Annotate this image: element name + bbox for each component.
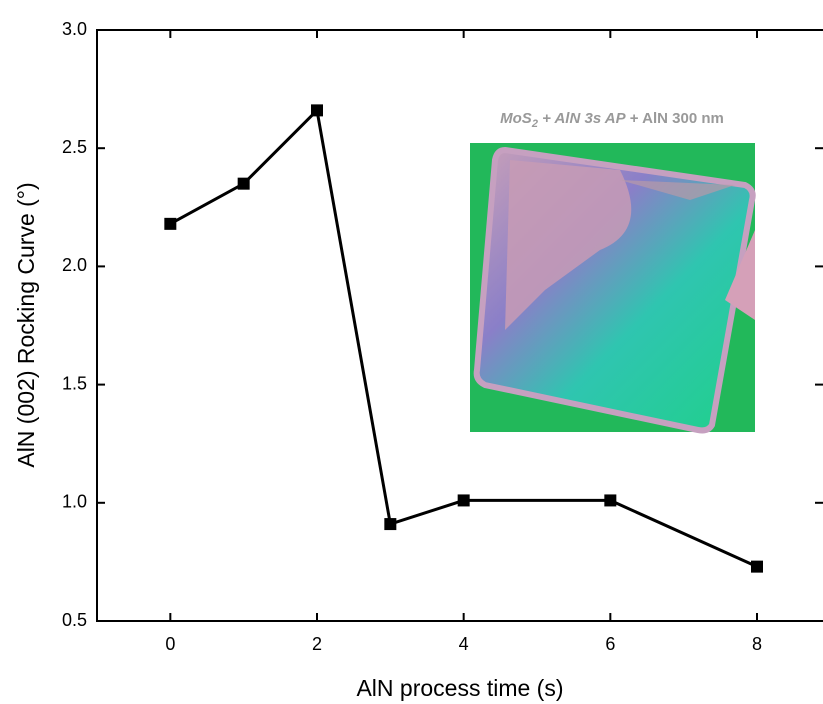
y-tick-label: 2.5 bbox=[62, 137, 87, 157]
data-point bbox=[237, 177, 250, 190]
inset-title: MoS2 + AlN 3s AP + AlN 300 nm bbox=[500, 110, 724, 130]
x-axis-label: AlN process time (s) bbox=[356, 675, 563, 701]
data-point bbox=[751, 560, 763, 573]
x-tick-label: 6 bbox=[605, 634, 615, 654]
data-point bbox=[384, 518, 397, 531]
y-axis-label: AlN (002) Rocking Curve (°) bbox=[13, 182, 39, 467]
y-tick-label: 3.0 bbox=[62, 19, 87, 39]
inset-title-part: MoS bbox=[500, 110, 532, 127]
x-tick-label: 0 bbox=[165, 634, 175, 654]
data-point bbox=[604, 494, 617, 507]
y-tick-label: 1.5 bbox=[62, 373, 87, 393]
y-tick-label: 1.0 bbox=[62, 492, 87, 512]
plot-frame bbox=[96, 29, 823, 622]
x-tick-label: 8 bbox=[752, 634, 762, 654]
inset-title-part: 2 bbox=[531, 118, 538, 130]
y-tick-label: 0.5 bbox=[62, 610, 87, 630]
y-tick-label: 2.0 bbox=[62, 255, 87, 275]
x-tick-label: 2 bbox=[312, 634, 322, 654]
inset-title-part: + AlN 3s AP bbox=[538, 110, 627, 127]
data-point bbox=[457, 494, 470, 507]
inset-image bbox=[470, 143, 756, 434]
x-tick-label: 4 bbox=[459, 634, 469, 654]
data-point bbox=[164, 217, 177, 230]
inset-title-part: + AlN 300 nm bbox=[626, 110, 724, 127]
data-point bbox=[311, 104, 323, 117]
